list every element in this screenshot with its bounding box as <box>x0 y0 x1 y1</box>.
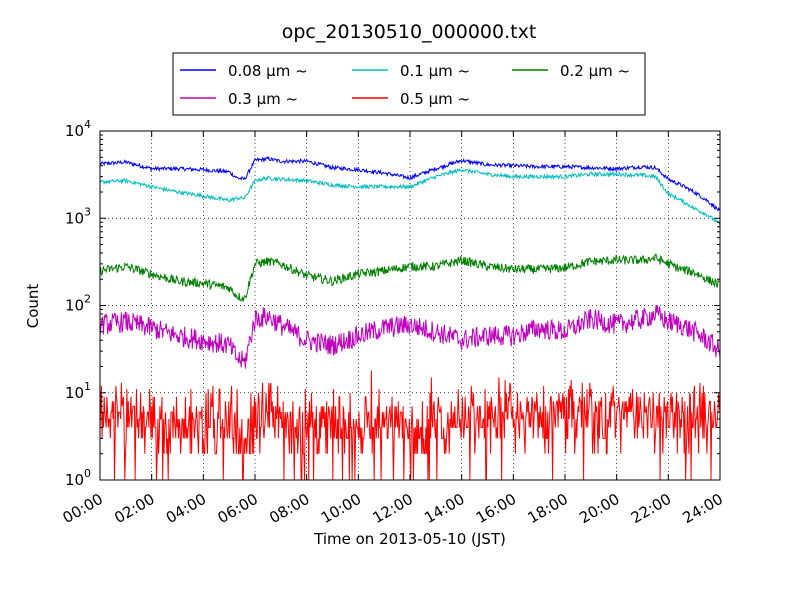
y-tick-label: 102 <box>65 293 91 315</box>
x-axis-label: Time on 2013-05-10 (JST) <box>313 530 506 548</box>
legend-label: 0.08 μm ~ <box>228 62 308 80</box>
legend-label: 0.1 μm ~ <box>400 62 470 80</box>
x-tick-label: 14:00 <box>421 490 467 527</box>
series-lines <box>100 156 720 480</box>
series-line-3 <box>100 305 720 369</box>
series-line-2 <box>100 253 720 302</box>
legend: 0.08 μm ~ 0.1 μm ~ 0.2 μm ~ 0.3 μm ~ 0.5 μm … <box>172 52 646 116</box>
x-tick-label: 20:00 <box>576 490 622 527</box>
y-axis-label: Count <box>24 284 42 329</box>
x-tick-label: 22:00 <box>628 490 674 527</box>
legend-label: 0.3 μm ~ <box>228 90 298 108</box>
x-tick-label: 00:00 <box>60 490 106 527</box>
legend-box <box>172 52 646 116</box>
axis-ticks <box>99 130 721 481</box>
y-tick-label: 100 <box>65 467 91 489</box>
series-line-0 <box>100 156 720 212</box>
x-tick-labels: 00:00 02:00 04:00 06:00 08:00 10:00 12:00 14:00… <box>60 490 726 527</box>
grid <box>100 131 720 480</box>
x-tick-label: 16:00 <box>473 490 519 527</box>
y-tick-labels: 100 101 102 103 104 <box>65 118 91 489</box>
series-line-1 <box>100 167 720 226</box>
y-tick-label: 104 <box>65 118 91 140</box>
x-tick-label: 24:00 <box>680 490 726 527</box>
chart-title: opc_20130510_000000.txt <box>282 21 537 43</box>
y-tick-label: 101 <box>65 380 91 402</box>
x-tick-label: 10:00 <box>318 490 364 527</box>
x-tick-label: 02:00 <box>111 490 157 527</box>
x-tick-label: 18:00 <box>525 490 571 527</box>
legend-label: 0.2 μm ~ <box>560 62 630 80</box>
x-tick-label: 04:00 <box>163 490 209 527</box>
legend-label: 0.5 μm ~ <box>400 90 470 108</box>
x-tick-label: 12:00 <box>370 490 416 527</box>
y-tick-label: 103 <box>65 205 91 227</box>
series-line-4 <box>100 370 720 480</box>
x-tick-label: 06:00 <box>215 490 261 527</box>
x-tick-label: 08:00 <box>266 490 312 527</box>
